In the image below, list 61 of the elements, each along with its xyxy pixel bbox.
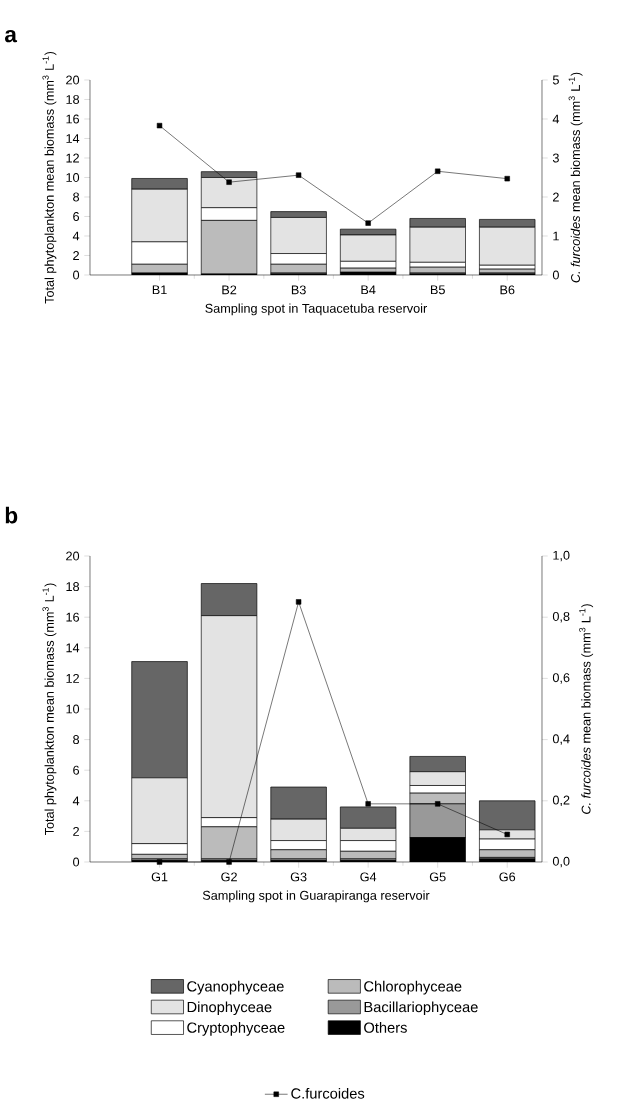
legend-label: Cyanophyceae	[187, 980, 284, 995]
y-tick-label: 14	[66, 134, 80, 143]
y-tick-label: 0	[73, 270, 80, 280]
y-tick-label: 6	[73, 212, 80, 221]
y-tick-label: 20	[66, 551, 80, 561]
chart-title: a	[4, 29, 18, 43]
x-tick-label: B6	[500, 285, 515, 295]
y2-tick-label: 4	[552, 114, 560, 124]
x-tick-label: B4	[361, 285, 376, 295]
y2-axis-title: C. furcoides mean biomass (mm$^{3}$ L$^{-1}$)	[579, 604, 594, 814]
x-axis-title: Sampling spot in Guarapiranga reservoir	[202, 890, 430, 903]
x-tick-label: G2	[221, 872, 237, 882]
y2-tick-label: 0	[552, 270, 559, 280]
x-axis-title: Sampling spot in Taquacetuba reservoir	[205, 303, 427, 316]
legend-label: Others	[364, 1022, 407, 1033]
legend-label: C.furcoides	[291, 1087, 365, 1099]
y-tick-label: 2	[73, 826, 79, 836]
y-tick-label: 18	[66, 95, 80, 104]
y-axis-title: Total phytoplankton mean biomass (mm$^{3}$ L$^{-1}$)	[42, 51, 57, 304]
y2-tick-label: 0,4	[552, 734, 570, 745]
y2-tick-label: 0,6	[552, 673, 570, 684]
y-tick-label: 12	[66, 673, 79, 683]
y-tick-label: 10	[66, 173, 80, 182]
y2-tick-label: 3	[552, 153, 559, 163]
y-tick-label: 12	[66, 153, 79, 163]
y-tick-label: 16	[66, 612, 80, 622]
x-tick-label: B3	[291, 285, 306, 295]
x-tick-label: G6	[499, 872, 516, 882]
y-tick-label: 20	[66, 75, 80, 85]
x-tick-label: B1	[152, 285, 167, 295]
legend-label: Bacillariophyceae	[364, 1001, 478, 1016]
x-tick-label: G3	[290, 872, 307, 882]
y-tick-label: 4	[72, 796, 80, 806]
x-tick-label: G4	[360, 872, 377, 882]
x-tick-label: B5	[430, 285, 445, 295]
y-tick-label: 6	[73, 765, 80, 775]
x-tick-label: G5	[429, 872, 446, 882]
y-tick-label: 14	[66, 643, 80, 653]
y2-tick-label: 2	[553, 192, 559, 202]
y-tick-label: 4	[72, 231, 80, 241]
legend-label: Dinophyceae	[187, 1001, 272, 1016]
y2-tick-label: 0,2	[552, 795, 570, 807]
y-tick-label: 16	[66, 114, 80, 124]
y-axis-title: Total phytoplankton mean biomass (mm$^{3}$ L$^{-1}$)	[42, 583, 57, 836]
legend-label: Chlorophyceae	[364, 980, 462, 995]
chart-title: b	[5, 506, 18, 524]
y-tick-label: 0	[73, 857, 80, 867]
y-tick-label: 18	[66, 582, 80, 592]
legend-label: Cryptophyceae	[187, 1022, 285, 1036]
y2-tick-label: 5	[552, 75, 559, 85]
y2-tick-label: 1,0	[553, 550, 570, 562]
y2-axis-title: C. furcoides mean biomass (mm$^{3}$ L$^{-1}$)	[568, 72, 583, 283]
y2-tick-label: 0,0	[552, 856, 570, 868]
x-tick-label: G1	[151, 872, 168, 882]
y2-tick-label: 1	[553, 231, 559, 241]
y-tick-label: 8	[73, 735, 80, 745]
y2-tick-label: 0,8	[552, 611, 570, 623]
y-tick-label: 8	[73, 192, 80, 202]
x-tick-label: B2	[222, 285, 237, 295]
y-tick-label: 2	[73, 251, 79, 260]
y-tick-label: 10	[66, 704, 80, 714]
